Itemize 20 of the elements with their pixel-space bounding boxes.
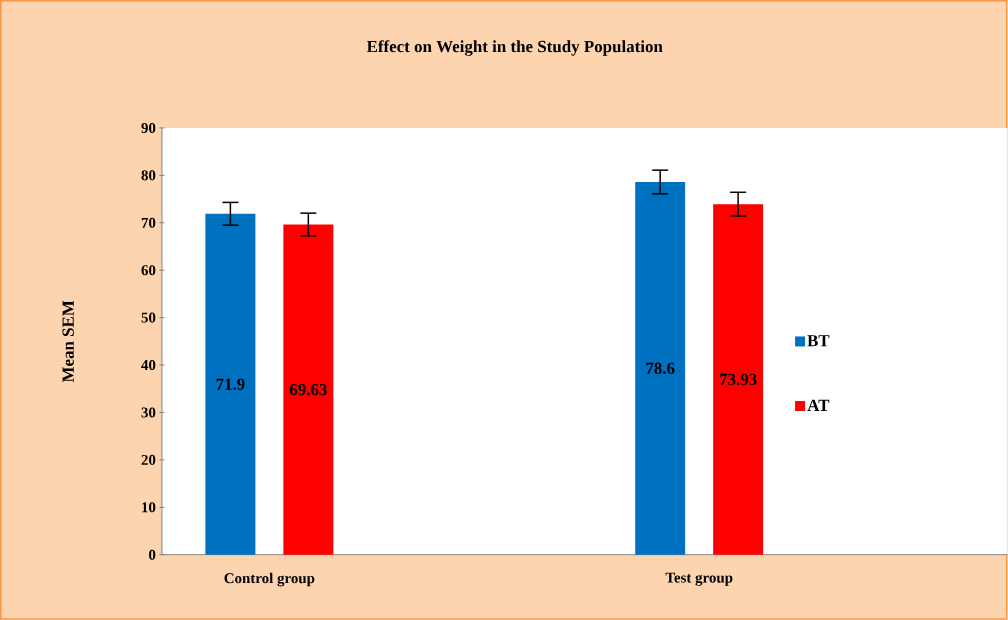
legend-label: BT <box>807 335 830 347</box>
legend-label: AT <box>807 399 830 412</box>
data-label: 78.6 <box>646 362 675 375</box>
y-tick-label: 80 <box>141 170 156 181</box>
data-label: 73.93 <box>720 373 757 386</box>
y-tick-label: 50 <box>141 312 156 323</box>
y-tick-label: 70 <box>141 217 156 228</box>
y-tick-label: 20 <box>141 455 156 466</box>
y-tick-label: 40 <box>141 360 156 371</box>
y-tick-label: 90 <box>141 123 156 134</box>
chart-title: Effect on Weight in the Study Population <box>366 40 663 56</box>
y-tick-label: 10 <box>142 502 156 513</box>
data-label: 71.9 <box>216 378 245 391</box>
data-label: 69.63 <box>289 384 327 396</box>
y-tick-label: 60 <box>141 265 156 276</box>
y-axis-title: Mean SEM <box>62 300 74 383</box>
x-tick-label: Test group <box>665 572 733 586</box>
y-tick-label: 30 <box>141 407 156 418</box>
y-tick-label: 0 <box>149 549 156 560</box>
x-tick-label: Control group <box>224 572 315 587</box>
